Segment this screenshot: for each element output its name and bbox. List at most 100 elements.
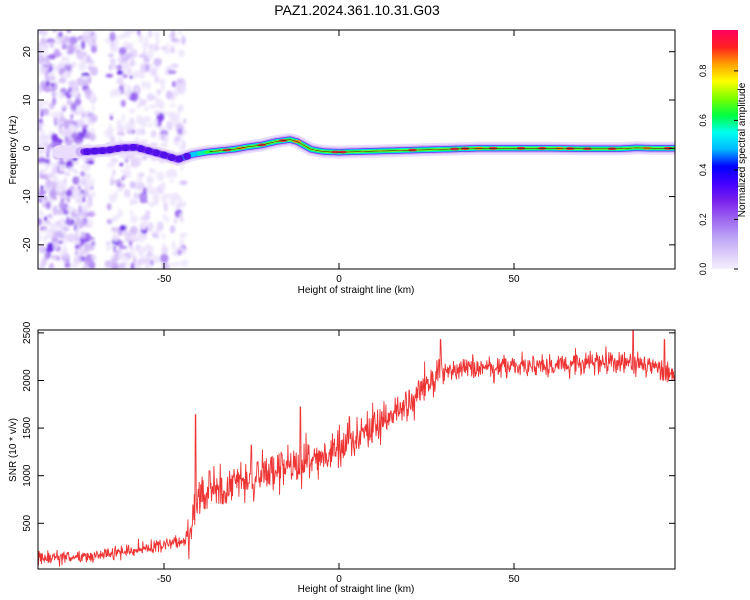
noise-speck [75,260,82,264]
noise-speck [118,47,127,55]
noise-speck [116,119,122,128]
noise-speck [129,181,136,189]
noise-speck [90,127,96,133]
noise-speck [121,183,126,188]
noise-speck [169,104,176,108]
noise-speck [47,242,55,253]
snr-panel: -50 0 50 500 1000 1500 2000 2500 Height of str… [8,321,676,595]
noise-speck [87,30,92,34]
noise-speck [111,232,120,242]
noise-speck [87,39,94,47]
noise-speck [41,245,47,249]
noise-speck [146,176,153,183]
noise-speck [139,172,145,177]
x-tick-label: 50 [508,274,520,285]
noise-speck [75,248,81,254]
noise-speck [70,132,78,139]
noise-speck [51,133,58,143]
noise-speck [142,214,151,221]
noise-speck [173,217,178,225]
y-tick-label: 20 [22,46,33,58]
colorbar-tick-label: 0.0 [698,263,708,276]
noise-speck [161,262,170,269]
noise-speck [180,247,187,256]
noise-speck [56,209,65,215]
noise-speck [160,182,167,191]
noise-speck [38,212,42,217]
noise-speck [109,31,116,42]
noise-speck [171,30,175,40]
noise-speck [154,110,161,116]
noise-speck [150,202,154,208]
noise-speck [128,127,132,135]
noise-speck [38,101,43,111]
noise-speck [113,245,117,253]
noise-speck [162,233,166,240]
noise-speck [106,162,115,169]
noise-speck [138,33,144,44]
noise-speck [71,109,78,115]
y-tick-label: 0 [22,145,33,151]
noise-speck [125,64,131,73]
noise-speck [55,186,65,194]
noise-speck [74,217,84,227]
noise-speck [179,232,188,238]
noise-speck [129,210,134,215]
noise-speck [38,43,47,53]
noise-speck [113,179,122,184]
noise-speck [66,99,73,106]
frequency-ridge [52,133,675,166]
colorbar-tick-label: 0.8 [698,65,708,78]
noise-speck [112,89,122,97]
noise-speck [58,68,62,74]
noise-speck [106,245,111,252]
noise-speck [91,104,95,112]
noise-speck [128,240,133,247]
noise-speck [67,43,76,53]
noise-speck [133,192,140,200]
noise-speck [139,99,147,106]
noise-speck [165,90,173,100]
noise-speck [64,171,71,177]
noise-speck [122,54,130,62]
noise-speck [108,53,112,59]
noise-speck [130,92,139,102]
noise-speck [80,178,86,185]
noise-speck [106,126,115,134]
noise-speck [84,172,92,182]
colorbar-tick-label: 0.2 [698,213,708,226]
noise-speck [155,99,164,108]
noise-speck [160,81,165,89]
noise-speck [67,166,75,172]
noise-speck [174,206,179,210]
noise-speck [133,265,143,269]
x-tick-label: -50 [157,574,172,585]
noise-speck [43,236,47,243]
noise-speck [142,49,146,57]
noise-speck [156,88,162,96]
noise-speck [57,37,61,46]
noise-speck [136,233,146,243]
noise-speck [167,70,177,75]
noise-speck [71,126,80,132]
noise-speck [75,49,81,54]
noise-speck [91,240,96,246]
spectrogram-panel: -50 0 50 -20 -10 0 10 20 Height of straight li… [8,29,676,296]
noise-speck [160,193,168,201]
y-tick-label: 1500 [22,417,33,440]
noise-speck [49,189,55,199]
noise-speck [179,180,188,186]
noise-speck [149,68,158,76]
noise-speck [178,133,184,143]
noise-speck [39,129,46,138]
noise-speck [65,189,73,197]
colorbar-gradient [712,30,738,269]
noise-speck [139,62,148,73]
noise-speck [127,42,134,47]
noise-speck [156,171,165,182]
ridge-blob [152,149,161,157]
noise-speck [155,37,160,46]
noise-speck [174,141,181,147]
ridge-blob [98,147,107,155]
ridge-blob [160,151,168,159]
